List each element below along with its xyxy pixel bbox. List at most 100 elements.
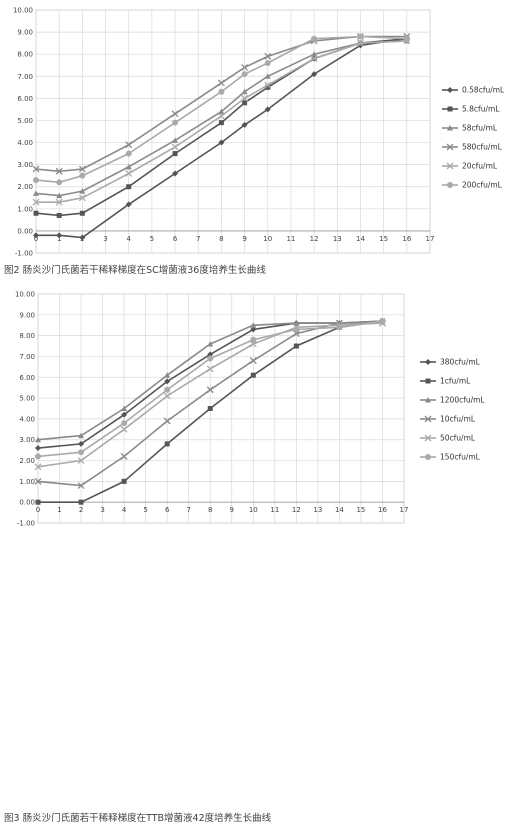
x-tick-label: 11 [286,235,295,243]
data-point [250,326,257,333]
legend-entry: 580cfu/mL [442,143,503,152]
x-tick-label: 16 [402,235,411,243]
data-point [264,81,272,89]
legend-entry: 20cfu/mL [442,162,498,171]
x-tick-label: 3 [103,235,107,243]
x-tick-label: 9 [242,235,246,243]
data-point [78,194,86,202]
legend-marker [424,434,432,442]
legend-entry: 58cfu/mL [442,124,498,133]
x-tick-label: 13 [333,235,342,243]
y-tick-label: 8.00 [19,332,35,340]
data-point [163,417,171,425]
data-point [78,449,85,456]
data-point [218,139,225,146]
x-tick-label: 1 [57,235,61,243]
y-tick-label: 1.00 [19,478,35,486]
legend-entry: 5.8cfu/mL [442,105,500,114]
legend-label: 5.8cfu/mL [462,105,500,114]
x-tick-label: 10 [263,235,272,243]
data-point [207,406,213,411]
data-point [121,478,127,484]
y-tick-label: 9.00 [19,311,35,319]
legend-entry: 50cfu/mL [420,434,476,443]
legend-label: 58cfu/mL [462,124,498,133]
x-tick-label: 8 [219,235,223,243]
data-point [78,440,85,447]
x-tick-label: 13 [313,506,322,514]
data-point [35,436,41,443]
data-point [126,184,132,190]
legend-label: 10cfu/mL [440,415,476,424]
legend-label: 1200cfu/mL [440,396,485,405]
data-point [172,170,179,177]
x-tick-label: 3 [100,506,104,514]
x-tick-label: 14 [356,235,365,243]
data-point [265,84,271,90]
y-tick-label: 0.00 [17,227,33,235]
x-tick-label: 12 [310,235,319,243]
data-point [79,188,86,194]
y-tick-label: 0.00 [19,499,35,507]
data-point [32,198,40,206]
data-point [207,340,214,347]
x-tick-label: 4 [126,235,131,243]
legend-entry: 1200cfu/mL [420,396,485,405]
series-150cfu/mL [35,318,386,460]
data-point [33,177,39,184]
y-tick-label: 2.00 [19,457,35,465]
x-tick-label: 17 [426,235,435,243]
ttb-growth-curve-chart: 0 1 2 3 4 5 6 7 8 9 10 11 12 13 14 15 16 17-1.000.001.002… [15,291,485,528]
data-point [293,326,300,333]
x-tick-label: 0 [36,506,40,514]
legend-label: 1cfu/mL [440,377,471,386]
data-point [78,432,85,439]
data-point [121,420,128,427]
x-tick-label: 4 [122,506,127,514]
legend-marker [446,162,454,170]
data-point [357,39,364,47]
x-tick-label: 17 [400,506,409,514]
data-point [206,365,214,373]
y-tick-label: 6.00 [17,95,33,103]
legend-marker [446,143,454,151]
x-tick-label: 7 [186,506,190,514]
data-point [55,198,63,206]
y-tick-label: 1.00 [17,205,33,213]
data-point [35,445,41,452]
data-point [125,150,132,157]
series-200cfu/mL [33,33,410,186]
data-point [207,355,214,362]
data-point [164,386,171,393]
data-point [249,357,257,365]
legend-marker [425,378,431,384]
data-point [293,320,300,326]
data-point [250,336,257,343]
x-tick-label: 1 [57,506,61,514]
x-tick-label: 12 [292,506,301,514]
chart-panel-sc: 01234567891011121314151617-1.000.001.002… [0,0,514,277]
data-point [293,343,299,349]
y-tick-label: 7.00 [17,73,33,81]
data-point [264,73,271,79]
data-point [125,141,133,149]
data-point [311,71,318,78]
data-point [55,167,63,175]
y-tick-label: 10.00 [13,7,33,15]
sc-growth-curve-chart: 01234567891011121314151617-1.000.001.002… [13,7,505,258]
y-tick-label: 4.00 [17,139,33,147]
chart-caption: 图3 肠炎沙门氏菌若干稀释梯度在TTB增菌液42度培养生长曲线 [4,813,272,824]
data-point [121,405,128,411]
data-point [311,51,318,57]
y-tick-label: 6.00 [19,374,35,382]
legend-marker [447,125,453,131]
data-point [125,201,132,208]
legend-marker [447,87,453,93]
legend-label: 150cfu/mL [440,453,481,462]
y-tick-label: 5.00 [17,117,33,125]
x-tick-label: 10 [249,506,258,514]
data-point [34,463,42,471]
x-tick-label: 8 [208,506,212,514]
data-point [311,35,318,42]
data-point [218,120,224,126]
